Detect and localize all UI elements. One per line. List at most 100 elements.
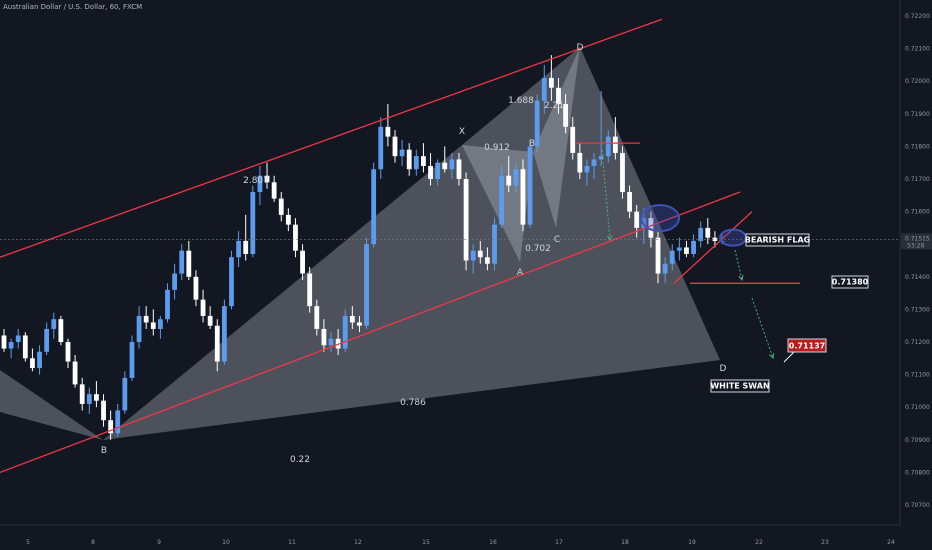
candle-body[interactable] — [712, 237, 718, 241]
candle-body[interactable] — [698, 227, 704, 241]
highlight-ellipse[interactable] — [719, 228, 747, 247]
candle-body[interactable] — [86, 394, 92, 404]
candle-body[interactable] — [150, 322, 156, 329]
candle-body[interactable] — [8, 342, 14, 349]
candle-body[interactable] — [456, 159, 462, 179]
candle-body[interactable] — [307, 273, 313, 307]
candle-body[interactable] — [428, 165, 433, 179]
candle-body[interactable] — [186, 250, 192, 277]
candle-body[interactable] — [364, 244, 369, 326]
candle-body[interactable] — [378, 126, 384, 170]
candle-body[interactable] — [392, 136, 398, 157]
candle-body[interactable] — [556, 87, 561, 105]
candle-body[interactable] — [1, 335, 7, 349]
candle-body[interactable] — [627, 192, 632, 212]
candle-body[interactable] — [406, 149, 412, 170]
candle-body[interactable] — [314, 306, 320, 329]
candle-body[interactable] — [421, 156, 426, 166]
candle-body[interactable] — [44, 328, 50, 352]
candle-body[interactable] — [271, 182, 277, 199]
candle-body[interactable] — [229, 257, 234, 307]
candle-body[interactable] — [157, 319, 163, 329]
candle-body[interactable] — [570, 126, 576, 153]
candle-body[interactable] — [684, 247, 689, 254]
candle-body[interactable] — [584, 165, 590, 173]
candle-body[interactable] — [641, 218, 647, 228]
candle-body[interactable] — [72, 361, 78, 385]
candle-body[interactable] — [506, 175, 512, 186]
candle-body[interactable] — [371, 169, 377, 245]
candle-body[interactable] — [101, 400, 106, 421]
candle-body[interactable] — [442, 162, 448, 170]
candle-body[interactable] — [22, 335, 28, 359]
candle-body[interactable] — [207, 315, 213, 326]
candle-body[interactable] — [58, 319, 64, 342]
candle-body[interactable] — [577, 152, 583, 173]
candle-body[interactable] — [172, 273, 178, 290]
candle-body[interactable] — [342, 315, 348, 349]
candle-body[interactable] — [300, 250, 305, 274]
candle-body[interactable] — [669, 250, 675, 264]
candle-body[interactable] — [264, 175, 270, 183]
channel-upper-line[interactable] — [0, 18, 663, 258]
candle-body[interactable] — [250, 192, 256, 254]
candle-body[interactable] — [115, 410, 121, 434]
candle-body[interactable] — [470, 250, 476, 261]
candle-body[interactable] — [179, 250, 185, 274]
candle-body[interactable] — [108, 420, 114, 434]
candle-body[interactable] — [534, 100, 540, 147]
candle-body[interactable] — [221, 306, 227, 362]
candle-body[interactable] — [463, 179, 469, 261]
candle-body[interactable] — [413, 156, 419, 170]
candle-body[interactable] — [136, 315, 142, 342]
candle-body[interactable] — [634, 211, 640, 228]
candle-body[interactable] — [65, 342, 71, 362]
candle-body[interactable] — [385, 126, 391, 137]
candle-body[interactable] — [236, 240, 241, 258]
candle-body[interactable] — [51, 319, 57, 329]
candle-body[interactable] — [605, 136, 611, 157]
candle-body[interactable] — [492, 224, 497, 264]
candle-body[interactable] — [165, 289, 170, 320]
candle-body[interactable] — [563, 104, 569, 127]
candle-body[interactable] — [328, 338, 334, 346]
candle-body[interactable] — [648, 218, 654, 238]
candle-body[interactable] — [30, 358, 35, 369]
candle-body[interactable] — [321, 328, 327, 346]
candle-body[interactable] — [278, 198, 284, 215]
candle-body[interactable] — [655, 237, 661, 274]
candle-body[interactable] — [357, 322, 362, 326]
candle-body[interactable] — [691, 240, 696, 254]
candle-body[interactable] — [449, 159, 455, 170]
candle-body[interactable] — [662, 263, 668, 274]
candle-body[interactable] — [620, 152, 625, 193]
candle-body[interactable] — [15, 335, 21, 342]
candle-body[interactable] — [477, 250, 483, 258]
candle-body[interactable] — [399, 149, 405, 157]
candle-body[interactable] — [94, 394, 99, 401]
candle-body[interactable] — [243, 240, 249, 254]
candle-body[interactable] — [37, 351, 42, 369]
candle-body[interactable] — [548, 77, 554, 88]
candle-body[interactable] — [591, 159, 597, 166]
candle-body[interactable] — [435, 162, 441, 179]
candle-body[interactable] — [598, 156, 604, 160]
candle-body[interactable] — [214, 325, 220, 362]
candle-body[interactable] — [79, 384, 85, 404]
candle-body[interactable] — [349, 315, 355, 323]
channel-lower-line[interactable] — [0, 191, 741, 474]
candle-body[interactable] — [705, 227, 711, 238]
candle-body[interactable] — [541, 77, 547, 101]
candle-body[interactable] — [200, 299, 206, 316]
candle-body[interactable] — [122, 377, 128, 411]
bear-flag-line[interactable] — [673, 211, 753, 284]
candle-body[interactable] — [520, 169, 526, 225]
candle-body[interactable] — [129, 342, 135, 378]
candle-body[interactable] — [676, 247, 682, 251]
candle-body[interactable] — [612, 136, 618, 153]
highlight-ellipse[interactable] — [640, 204, 680, 233]
candle-body[interactable] — [527, 146, 533, 225]
candle-body[interactable] — [257, 175, 263, 193]
candle-body[interactable] — [485, 257, 490, 264]
